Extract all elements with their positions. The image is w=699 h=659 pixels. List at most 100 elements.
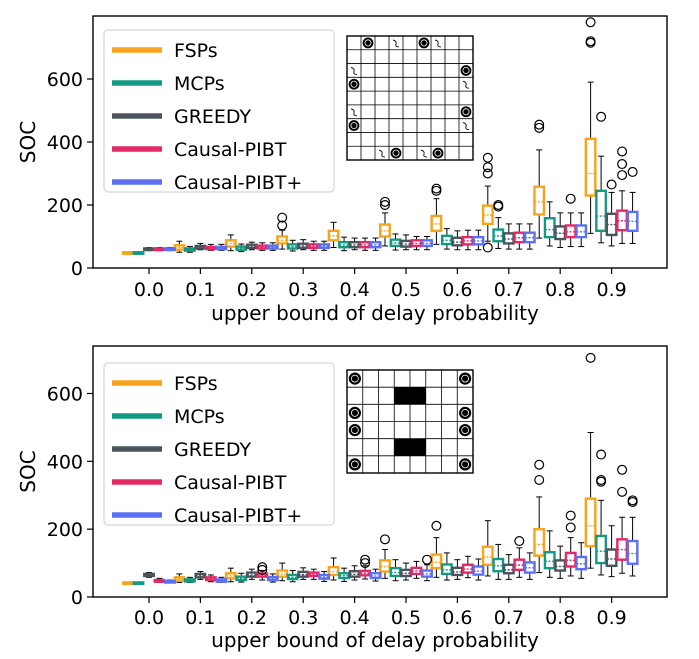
box-fsps-0.5 — [379, 196, 391, 247]
box-causal-pibt+-0.2 — [266, 573, 279, 583]
x-tick-label: 0.2 — [237, 607, 267, 629]
flier-point — [360, 554, 371, 565]
agent-marker-ring — [461, 426, 469, 434]
box-causal-pibt+-0.8 — [575, 212, 588, 248]
box-mcps-0.8 — [543, 201, 556, 247]
box-mcps-0.1 — [183, 576, 196, 583]
grid-map-icon — [346, 35, 474, 161]
y-axis-label: SOC — [16, 450, 40, 492]
chart-top: 0 200 400 600 0.0 0.1 0.2 0.3 0.4 0.5 0.6 0.7 0.8 0.9… — [16, 15, 668, 325]
box-fsps-0.9 — [584, 17, 597, 234]
box-greedy-0.1 — [194, 571, 207, 580]
box-fsps-0.8 — [533, 119, 546, 239]
legend-label: GREEDY — [174, 439, 252, 461]
flier-point — [617, 486, 628, 497]
box-causal-pibt+-0.1 — [215, 576, 228, 583]
agent-marker — [347, 371, 362, 386]
x-tick-label: 0.6 — [442, 607, 472, 629]
x-tick-label: 0.8 — [545, 279, 575, 301]
box-causal-pibt-0.8 — [564, 193, 577, 248]
legend-label: FSPs — [174, 40, 218, 62]
flier-point — [565, 510, 576, 521]
y-tick-label: 200 — [47, 519, 83, 541]
y-tick-label: 200 — [47, 195, 83, 217]
obstacle-cell — [394, 387, 410, 405]
flier-point — [257, 564, 268, 575]
box-greedy-0.1 — [194, 242, 207, 251]
box-fsps-0.8 — [533, 459, 546, 574]
flier-point — [585, 17, 596, 28]
goal-marker — [392, 39, 400, 48]
box-mcps-0.6 — [440, 228, 453, 250]
agent-marker — [347, 77, 361, 91]
y-tick-label: 400 — [47, 132, 83, 154]
box-body — [430, 553, 443, 570]
box-causal-pibt-0.2 — [256, 562, 269, 581]
box-causal-pibt-0.6 — [461, 555, 474, 579]
box-fsps-0.6 — [430, 183, 443, 245]
box-causal-pibt-0.7 — [513, 536, 526, 578]
flier-point — [585, 352, 596, 363]
agent-marker-ring — [461, 460, 469, 469]
agent-marker-ring — [364, 39, 372, 47]
box-greedy-0.5 — [400, 562, 412, 581]
x-tick-label: 0.6 — [442, 279, 472, 301]
legend-label: Causal-PIBT+ — [174, 505, 302, 527]
box-causal-pibt+-0.0 — [164, 579, 176, 584]
box-causal-pibt-0.5 — [410, 560, 423, 579]
chart-bottom: 0 200 400 600 0.0 0.1 0.2 0.3 0.4 0.5 0.6 0.7 0.8 0.9… — [16, 345, 668, 652]
box-mcps-0.2 — [235, 243, 248, 253]
box-mcps-0.8 — [543, 530, 556, 578]
box-body — [554, 559, 567, 572]
box-body — [502, 563, 515, 575]
flier-point — [585, 36, 596, 47]
agent-marker — [389, 146, 403, 160]
box-body — [543, 551, 556, 570]
flier-point — [257, 562, 268, 573]
box-causal-pibt-0.0 — [153, 577, 166, 583]
box-causal-pibt-0.5 — [410, 236, 423, 251]
flier-point — [431, 520, 442, 531]
x-tick-label: 0.0 — [134, 279, 164, 301]
flier-point — [617, 464, 628, 475]
agent-marker — [458, 405, 473, 421]
goal-marker — [462, 122, 470, 131]
box-causal-pibt-0.4 — [359, 554, 372, 580]
x-tick-label: 0.7 — [494, 607, 524, 629]
flier-point — [360, 558, 371, 569]
goal-marker — [350, 108, 358, 117]
box-causal-pibt+-0.5 — [421, 554, 433, 582]
agent-marker-ring — [420, 39, 428, 47]
box-mcps-0.0 — [132, 251, 145, 255]
flier-point — [482, 162, 493, 173]
box-mcps-0.3 — [286, 570, 299, 583]
agent-marker-ring — [351, 409, 359, 417]
box-greedy-0.7 — [502, 223, 515, 250]
box-greedy-0.3 — [297, 239, 310, 251]
box-causal-pibt-0.3 — [307, 240, 320, 251]
box-mcps-0.3 — [286, 239, 299, 252]
box-mcps-0.4 — [338, 567, 351, 582]
x-axis-label: upper bound of delay probability — [211, 301, 539, 325]
flier-point — [431, 183, 442, 194]
box-mcps-0.5 — [389, 233, 402, 251]
box-fsps-0.1 — [173, 573, 186, 583]
x-tick-label: 0.4 — [339, 279, 369, 301]
legend-label: MCPs — [174, 73, 225, 95]
legend-label: Causal-PIBT — [174, 139, 287, 161]
box-causal-pibt-0.7 — [513, 223, 526, 250]
legend-label: FSPs — [174, 373, 218, 395]
y-tick-label: 600 — [47, 383, 83, 405]
box-greedy-0.8 — [554, 212, 567, 249]
flier-point — [534, 459, 545, 470]
box-greedy-0.6 — [451, 230, 464, 251]
box-causal-pibt+-0.7 — [523, 552, 536, 580]
box-causal-pibt-0.9 — [616, 464, 629, 574]
y-tick-label: 0 — [71, 258, 83, 280]
flier-point — [514, 536, 525, 547]
box-fsps-0.1 — [173, 240, 186, 253]
box-causal-pibt+-0.4 — [369, 237, 382, 251]
x-tick-label: 0.3 — [288, 607, 318, 629]
box-causal-pibt-0.1 — [204, 243, 217, 251]
